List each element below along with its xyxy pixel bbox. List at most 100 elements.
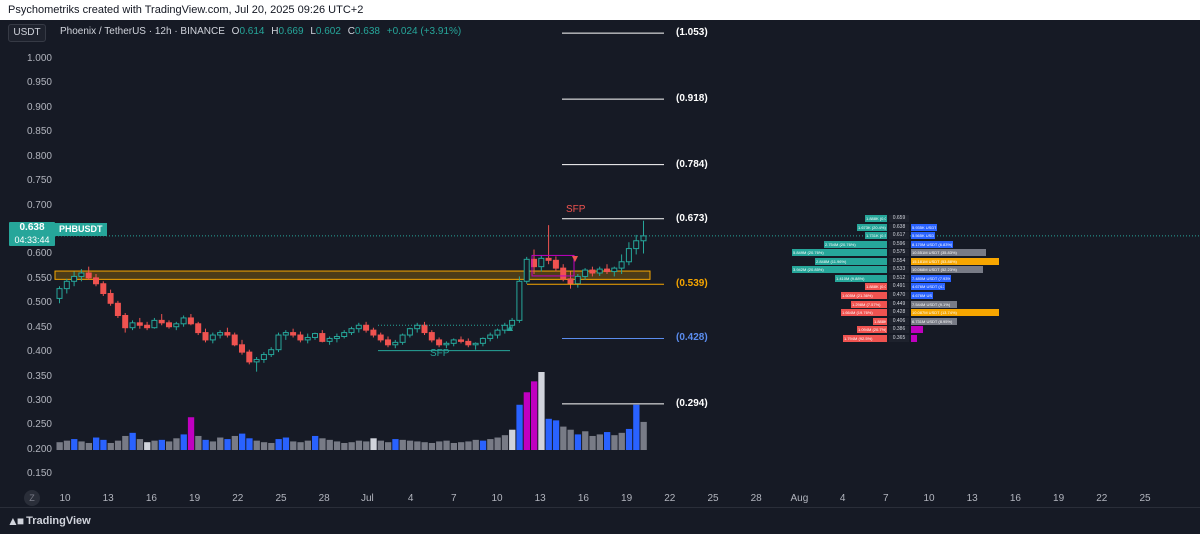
volume-bar <box>399 439 406 450</box>
candle-body <box>100 283 107 295</box>
candle-body <box>151 319 158 329</box>
candle-body <box>326 337 333 342</box>
zoom-reset-button[interactable]: Z <box>24 490 40 506</box>
x-tick-label: 4 <box>407 493 414 504</box>
candle-body <box>436 339 443 346</box>
x-tick-label: 10 <box>491 493 503 504</box>
volume-bar <box>173 438 180 450</box>
candle-body <box>625 248 632 263</box>
candle-body <box>385 339 391 346</box>
volume-bar <box>224 439 231 450</box>
volume-bar <box>392 439 399 450</box>
x-tick-label: 10 <box>923 493 935 504</box>
vp-price-label: 0.638 <box>889 223 909 231</box>
x-tick-label: 22 <box>664 493 676 504</box>
x-tick-label: 19 <box>189 493 201 504</box>
attribution-bar: Psychometriks created with TradingView.c… <box>0 0 1200 20</box>
volume-bar <box>560 426 567 450</box>
support-zone <box>54 270 651 280</box>
vp-right-bar <box>911 326 923 334</box>
vp-right-label: 15.181M USDT (53.88%) <box>912 258 957 264</box>
vp-price-label: 0.659 <box>889 215 909 222</box>
candle-body <box>348 328 355 334</box>
vp-left-label: 1.731K (0.5%) <box>866 233 886 239</box>
candle-body <box>341 332 348 337</box>
volume-bar <box>552 420 560 450</box>
vp-right-bar: 5.935K USDT (4.0%) <box>911 223 937 231</box>
symbol-name[interactable]: Phoenix / TetherUS · 12h · BINANCE <box>60 26 225 37</box>
volume-bar <box>71 439 78 450</box>
volume-bar <box>85 442 92 450</box>
candle-body <box>78 272 85 277</box>
vp-right-label: 4.676M USDT (4.3%) <box>912 284 944 290</box>
candle-body <box>604 268 610 273</box>
x-tick-label: 28 <box>750 493 762 504</box>
volume-bar <box>428 442 436 450</box>
close-label: C <box>347 26 355 37</box>
vp-left-label: 1.794M (92.5%) <box>844 335 873 341</box>
x-tick-label: 19 <box>1053 493 1065 504</box>
vp-right-label: 4.676M USDT (77%) <box>912 292 932 298</box>
vp-price-label: 0.617 <box>889 232 909 240</box>
y-tick-label: 0.350 <box>26 370 52 382</box>
vp-price-label: 0.428 <box>889 309 909 317</box>
vp-right-bar: 7.480M USDT (7.93%) <box>911 274 951 282</box>
y-tick-label: 0.400 <box>26 346 52 358</box>
vp-right-label: 5.935K USDT (4.0%) <box>912 224 936 230</box>
volume-bar <box>596 434 603 450</box>
volume-bar <box>443 440 450 450</box>
y-tick-label: 1.000 <box>26 53 52 65</box>
volume-bar <box>239 433 246 450</box>
y-tick-label: 0.750 <box>26 175 52 187</box>
volume-bar <box>465 441 472 450</box>
bar-countdown: 04:33:44 <box>14 235 50 245</box>
candle-body <box>180 317 187 325</box>
volume-bar <box>304 440 311 450</box>
candle-body <box>107 293 114 304</box>
candle-body <box>166 322 172 328</box>
x-tick-label: 25 <box>707 493 719 504</box>
vp-price-label: 0.554 <box>889 257 909 265</box>
volume-bar <box>625 428 633 450</box>
vp-left-label: 1.664M (19.76%) <box>842 310 873 316</box>
vp-price-label: 0.386 <box>889 326 909 334</box>
change-value: +0.024 (+3.91%) <box>386 26 462 37</box>
volume-bar <box>187 417 195 450</box>
x-tick-label: 13 <box>102 493 114 504</box>
volume-bar <box>107 442 114 450</box>
volume-bar <box>122 435 129 450</box>
volume-bar <box>195 435 202 450</box>
chart-pane[interactable] <box>0 20 1200 507</box>
x-tick-label: 25 <box>275 493 287 504</box>
candle-body <box>443 342 450 346</box>
candle-body <box>297 334 304 341</box>
candle-body <box>71 275 78 282</box>
vp-right-label: 6.731M USDT (8.95%) <box>912 318 953 324</box>
y-tick-label: 0.450 <box>26 321 52 333</box>
candle-body <box>567 278 574 285</box>
vp-right-bar: 5.565K USDT (3.4%) <box>911 232 935 240</box>
volume-bar <box>531 381 538 450</box>
y-tick-label: 0.200 <box>26 443 52 455</box>
candle-body <box>85 272 92 279</box>
vp-left-label: 1.888K <box>874 318 886 324</box>
currency-button[interactable]: USDT <box>8 24 46 42</box>
vp-price-label: 0.533 <box>889 266 909 274</box>
x-tick-label: 25 <box>1139 493 1151 504</box>
vp-right-label: 7.544M USDT (9.1%) <box>912 301 951 307</box>
candle-body <box>144 324 151 329</box>
candle-body <box>589 269 596 274</box>
candle-body <box>173 323 180 328</box>
tradingview-logo[interactable]: ▲■ TradingView <box>7 514 91 528</box>
candle-body <box>209 334 216 341</box>
candle-body <box>501 324 508 331</box>
volume-bar <box>355 440 363 450</box>
candle-body <box>392 341 399 346</box>
volume-bar <box>209 441 217 450</box>
fib-level-label: (0.784) <box>676 158 708 170</box>
volume-bar <box>574 434 582 450</box>
candle-body <box>195 323 202 334</box>
vp-right-bar: 7.544M USDT (9.1%) <box>911 300 957 308</box>
vp-left-bar: 1.888K (0.00%) <box>865 283 887 291</box>
